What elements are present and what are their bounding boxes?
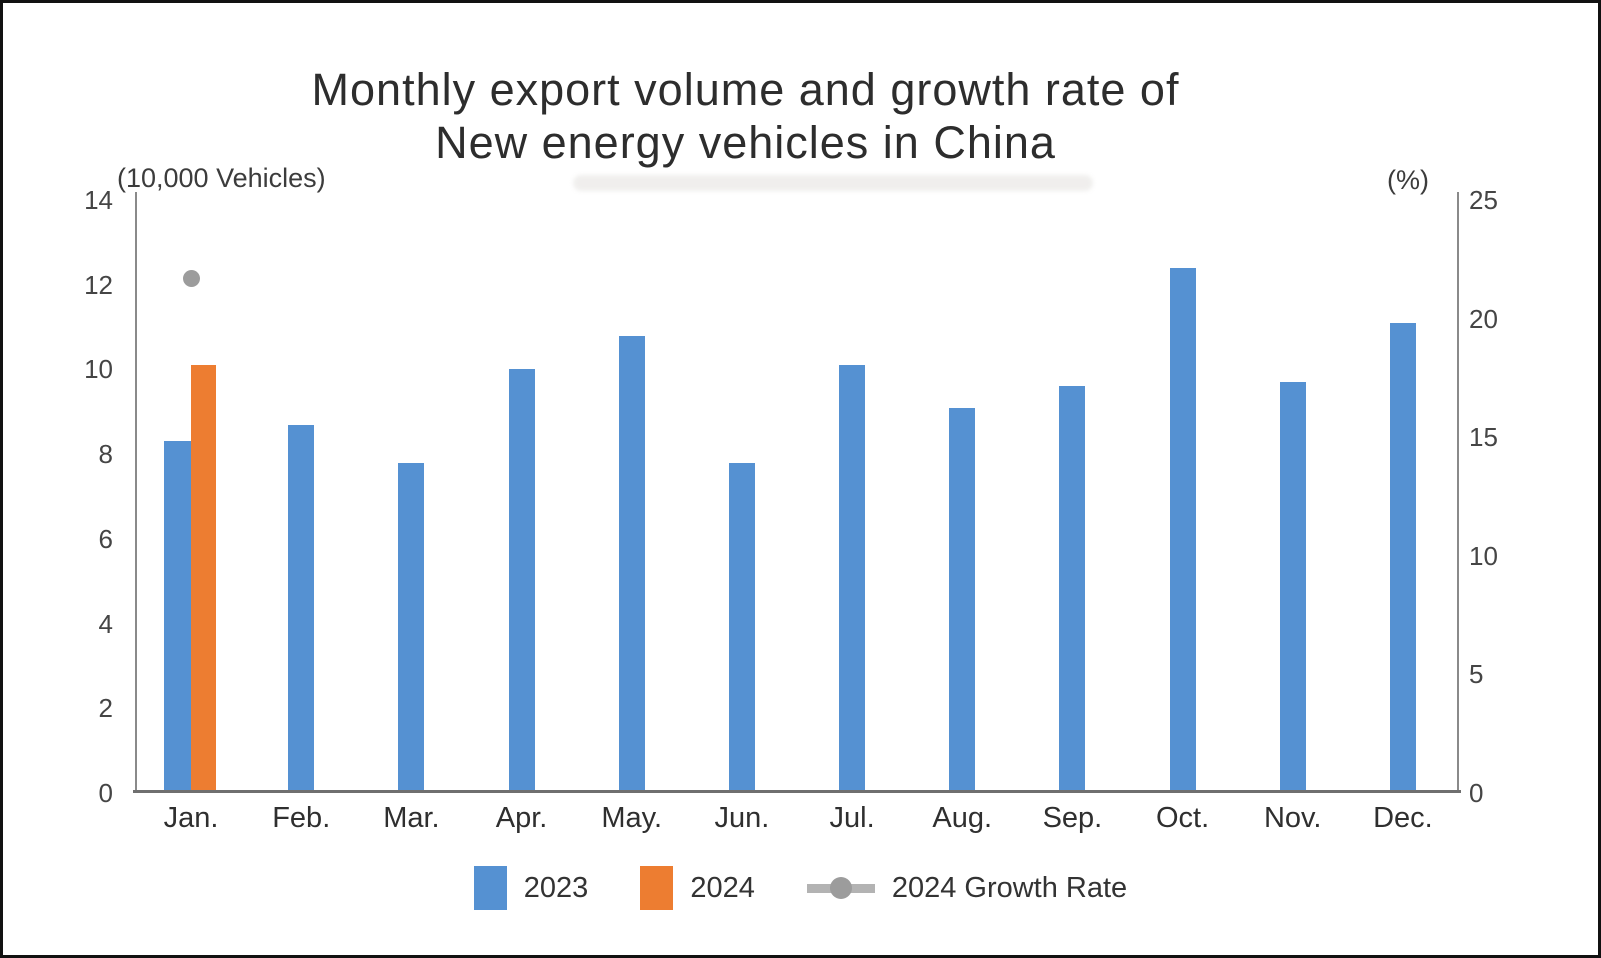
left-axis-unit-label: (10,000 Vehicles) (117, 163, 326, 193)
x-label-Jan: Jan. (163, 802, 219, 834)
bar-2023-Jan (164, 441, 192, 793)
watermark (573, 175, 1093, 191)
x-label-Nov: Nov. (1263, 802, 1322, 834)
x-label-Sep: Sep. (1042, 802, 1103, 834)
x-label-Feb: Feb. (272, 802, 331, 834)
bar-2023-Apr (508, 369, 535, 793)
left-tick-4: 4 (98, 608, 113, 639)
right-tick-20: 20 (1469, 303, 1498, 334)
legend-line-dot-icon (806, 876, 875, 900)
left-tick-8: 8 (98, 439, 113, 470)
chart-title-line2: New energy vehicles in China (435, 117, 1056, 168)
legend-label-2024: 2024 (690, 871, 755, 904)
x-label-Mar: Mar. (383, 802, 440, 834)
left-tick-0: 0 (98, 778, 113, 808)
left-tick-2: 2 (98, 693, 113, 724)
left-tick-10: 10 (84, 354, 113, 385)
legend-label-2023: 2023 (523, 871, 589, 904)
plot-area (133, 192, 1461, 793)
bar-2023-Dec (1389, 322, 1416, 793)
right-tick-25: 25 (1469, 185, 1498, 215)
x-label-Apr: Apr. (495, 802, 548, 834)
bar-2023-May (618, 335, 645, 793)
bar-2023-Jul (839, 365, 866, 793)
x-label-Jul: Jul. (829, 802, 875, 834)
left-tick-14: 14 (84, 185, 113, 215)
right-axis-line (1457, 192, 1459, 793)
bar-2023-Jun (728, 462, 755, 793)
bar-2023-Nov (1279, 382, 1306, 793)
left-axis-ticks: 14 12 10 8 6 4 2 0 (53, 185, 113, 808)
chart-title: Monthly export volume and growth rate of… (3, 63, 1488, 169)
legend: 2023 2024 2024 Growth Rate (3, 866, 1598, 910)
chart-title-line1: Monthly export volume and growth rate of (311, 64, 1180, 115)
left-tick-6: 6 (98, 523, 113, 554)
left-tick-12: 12 (84, 269, 113, 300)
x-label-May: May. (601, 802, 663, 834)
legend-label-growth-rate: 2024 Growth Rate (891, 871, 1128, 904)
right-axis-unit-label: (%) (1387, 165, 1429, 195)
right-tick-10: 10 (1469, 540, 1498, 571)
left-axis-line (135, 192, 137, 793)
legend-swatch-2024 (640, 866, 674, 910)
bar-2023-Oct (1169, 267, 1196, 793)
bar-2023-Feb (288, 424, 315, 793)
x-label-Jun: Jun. (714, 802, 770, 834)
x-label-Aug: Aug. (932, 802, 993, 834)
x-label-Dec: Dec. (1373, 802, 1433, 834)
bar-2023-Aug (949, 407, 976, 793)
bar-2023-Sep (1059, 386, 1086, 793)
right-tick-5: 5 (1469, 659, 1484, 690)
x-axis-line (133, 790, 1461, 793)
x-label-Oct: Oct. (1155, 802, 1210, 834)
legend-dot-icon (829, 877, 852, 899)
legend-item-2023: 2023 (473, 866, 589, 910)
growth-rate-dot-Jan (182, 269, 200, 287)
right-tick-15: 15 (1469, 422, 1498, 453)
legend-item-growth-rate: 2024 Growth Rate (806, 871, 1128, 905)
bar-2023-Mar (398, 462, 425, 793)
legend-item-2024: 2024 (640, 866, 755, 910)
x-axis-labels: Jan. Feb. Mar. Apr. May. Jun. Jul. Aug. Sep. Oct.… (136, 802, 1458, 840)
right-axis-ticks: 25 20 15 10 5 0 (1469, 185, 1539, 808)
legend-swatch-2023 (473, 866, 507, 910)
right-tick-0: 0 (1469, 778, 1484, 808)
bar-2024-Jan (191, 365, 217, 793)
